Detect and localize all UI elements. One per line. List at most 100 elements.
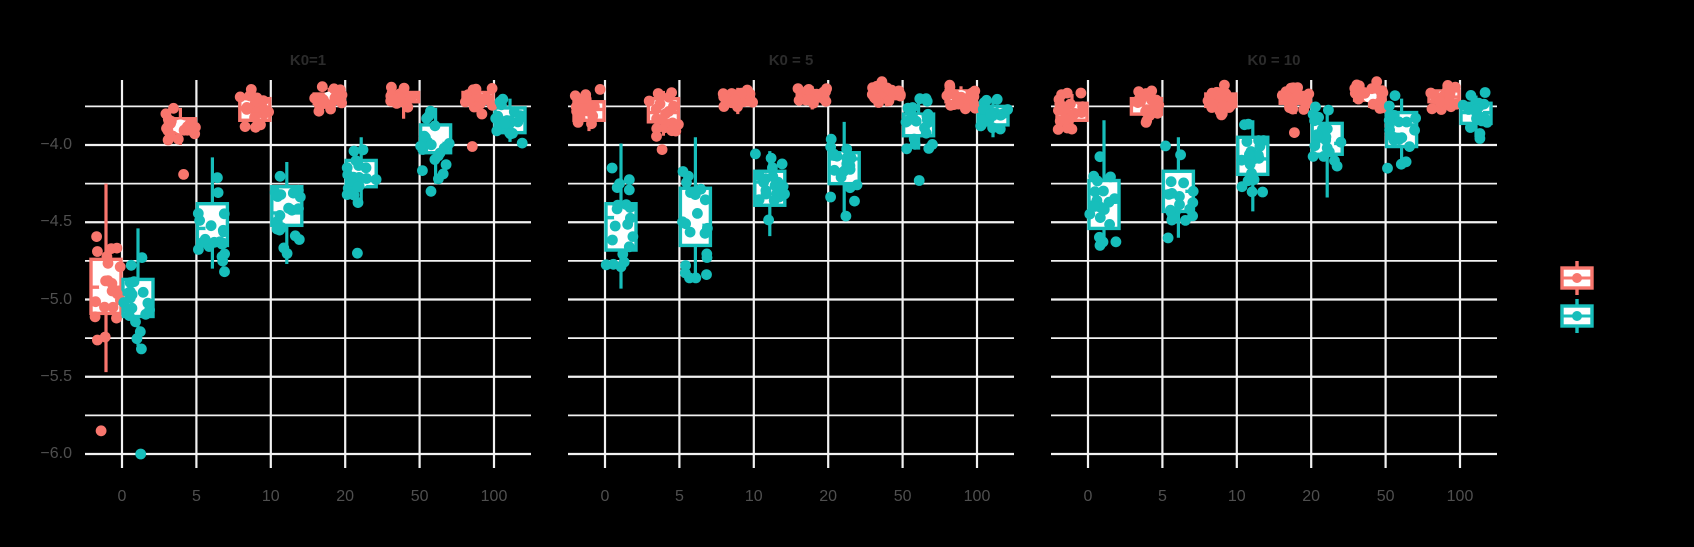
data-point [293, 234, 305, 245]
jitter-points-teal-x50 [1382, 90, 1421, 174]
data-point [627, 231, 639, 243]
data-point [348, 145, 360, 157]
data-point [137, 286, 149, 298]
jitter-points-salmon-x20 [792, 83, 832, 109]
jitter-points-teal-x20 [825, 133, 863, 222]
data-point [283, 202, 294, 214]
jitter-points-salmon-x10 [1202, 79, 1238, 121]
data-point [218, 208, 230, 220]
data-point [1310, 101, 1321, 113]
data-point [651, 123, 663, 134]
data-point [600, 259, 612, 271]
data-point [768, 195, 780, 206]
data-point [402, 101, 414, 113]
data-point [1252, 149, 1264, 161]
data-point [701, 269, 712, 280]
data-point [680, 260, 691, 271]
data-point [499, 118, 511, 129]
data-point [342, 169, 354, 181]
data-point [624, 202, 636, 214]
x-tick-label: 20 [1302, 488, 1321, 505]
y-tick-label: −4.5 [40, 213, 72, 231]
data-point [1165, 204, 1176, 216]
data-point [1409, 124, 1420, 136]
data-point [1206, 87, 1218, 99]
data-point [718, 101, 730, 112]
data-point [1410, 112, 1421, 124]
outlier-point [352, 247, 363, 259]
data-point [1246, 186, 1258, 198]
data-point [677, 166, 689, 177]
outlier-point [178, 169, 190, 180]
jitter-points-salmon-x5 [160, 102, 201, 180]
data-point [991, 93, 1003, 105]
data-point [505, 128, 516, 140]
data-point [1465, 90, 1477, 101]
data-point [643, 95, 655, 107]
data-point [1286, 101, 1298, 113]
data-point [244, 90, 256, 102]
data-point [767, 171, 779, 182]
y-tick-label: −4.0 [40, 136, 72, 153]
data-point [820, 95, 832, 107]
data-point [844, 164, 856, 175]
data-point [1110, 236, 1122, 248]
data-point [1318, 151, 1330, 162]
jitter-points-salmon-x5 [643, 87, 684, 156]
data-point [317, 93, 328, 105]
data-point [1089, 186, 1101, 198]
data-point [692, 208, 703, 219]
data-point [736, 87, 747, 99]
data-point [490, 113, 502, 124]
data-point [607, 234, 618, 246]
data-point [1425, 87, 1437, 99]
data-point [114, 261, 126, 273]
data-point [160, 108, 172, 120]
data-point [907, 102, 918, 113]
outlier-point [1289, 127, 1300, 138]
data-point [398, 82, 410, 94]
jitter-points-teal-x100 [975, 93, 1013, 135]
data-point [192, 208, 204, 219]
data-point [1165, 176, 1177, 188]
data-point [1471, 113, 1482, 124]
data-point [352, 181, 364, 193]
jitter-points-salmon-x50 [385, 81, 418, 113]
data-point [440, 159, 452, 171]
data-point [350, 155, 362, 167]
data-point [287, 187, 299, 199]
data-point [386, 81, 397, 93]
x-tick-label: 5 [191, 488, 201, 505]
data-point [828, 148, 840, 160]
data-point [92, 334, 103, 346]
data-point [1479, 87, 1491, 98]
data-point [415, 140, 427, 152]
data-point [1094, 151, 1106, 163]
data-point [341, 189, 353, 201]
data-point [618, 256, 630, 268]
data-point [1426, 103, 1438, 115]
data-point [107, 301, 119, 313]
data-point [1376, 94, 1387, 106]
data-point [1206, 102, 1218, 113]
data-point [1395, 158, 1407, 170]
data-point [1241, 136, 1253, 147]
x-tick-label: 50 [1376, 488, 1395, 505]
data-point [181, 124, 193, 136]
data-point [577, 93, 589, 105]
data-point [825, 191, 836, 203]
data-point [325, 103, 336, 115]
data-point [1444, 95, 1455, 107]
data-point [718, 91, 730, 103]
facet-title-1: K0=1 [289, 52, 327, 69]
outlier-point [840, 210, 852, 222]
data-point [941, 90, 953, 102]
data-point [652, 88, 664, 99]
data-point [656, 114, 668, 125]
data-point [516, 137, 528, 149]
data-point [953, 98, 964, 110]
data-point [893, 85, 905, 97]
jitter-points-teal-x5 [677, 166, 713, 284]
data-point [614, 178, 625, 190]
jitter-points-salmon-x5 [1132, 85, 1165, 128]
